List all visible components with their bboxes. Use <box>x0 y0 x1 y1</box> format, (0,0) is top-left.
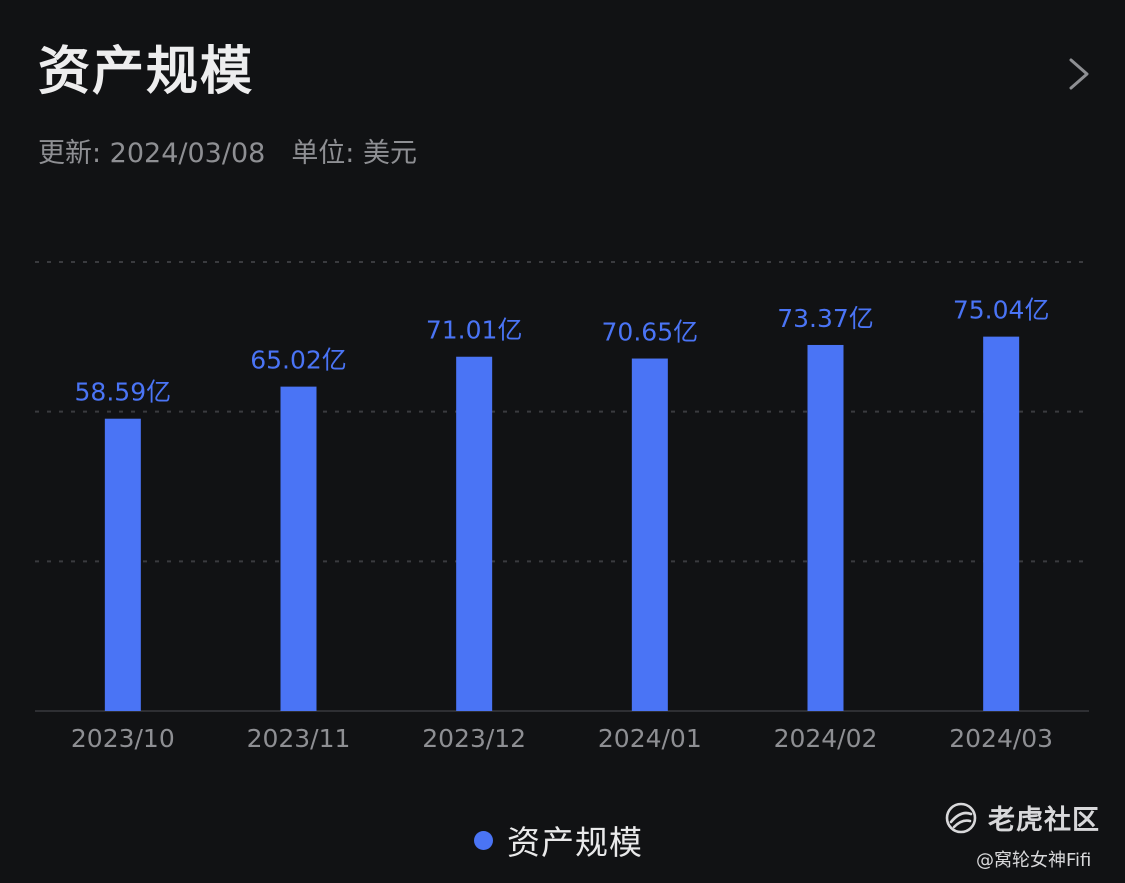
x-tick-label: 2024/02 <box>774 724 878 753</box>
bar[interactable] <box>104 418 141 711</box>
data-label: 73.37亿 <box>777 304 874 333</box>
watermark-name: 老虎社区 <box>988 805 1100 836</box>
legend-swatch <box>474 830 493 850</box>
chart-legend: 资产规模 <box>474 818 643 862</box>
data-label: 58.59亿 <box>75 378 172 407</box>
unit-text: 单位: 美元 <box>291 138 417 169</box>
watermark: 老虎社区 <box>944 798 1100 837</box>
watermark-user: @窝轮女神Fifi <box>976 850 1092 871</box>
data-label: 75.04亿 <box>953 296 1050 325</box>
x-tick-label: 2023/12 <box>422 724 526 753</box>
legend-label: 资产规模 <box>507 823 643 862</box>
page-title: 资产规模 <box>38 42 255 102</box>
bar[interactable] <box>280 386 317 711</box>
bar[interactable] <box>983 336 1020 711</box>
x-tick-label: 2023/10 <box>71 724 175 753</box>
data-label: 71.01亿 <box>426 316 523 345</box>
data-label: 65.02亿 <box>250 346 347 375</box>
tiger-logo-icon <box>945 802 977 833</box>
data-label: 70.65亿 <box>602 318 699 347</box>
chart-subtitle: 更新: 2024/03/08 单位: 美元 <box>38 136 417 172</box>
x-tick-label: 2024/01 <box>598 724 702 753</box>
chevron-right-icon[interactable] <box>1062 52 1096 96</box>
bar[interactable] <box>631 358 668 711</box>
update-date-text: 更新: 2024/03/08 <box>38 138 266 169</box>
bar[interactable] <box>807 344 844 711</box>
x-tick-label: 2023/11 <box>247 724 351 753</box>
x-tick-label: 2024/03 <box>949 724 1053 753</box>
bar[interactable] <box>456 356 493 711</box>
